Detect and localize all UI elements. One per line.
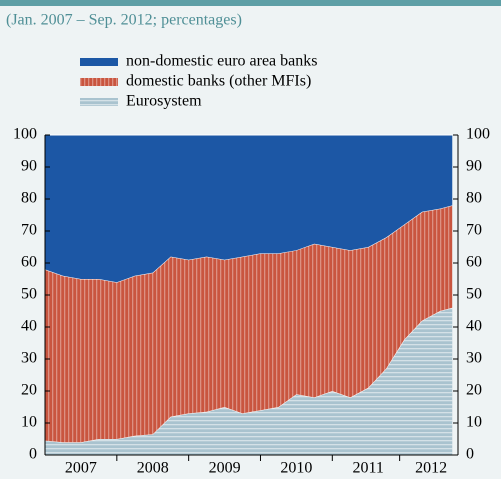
legend-label: non-domestic euro area banks: [126, 53, 317, 70]
area-pattern: [45, 205, 453, 443]
y2-tick-label: 100: [466, 126, 490, 143]
y2-tick-label: 70: [466, 222, 482, 239]
y2-tick-label: 40: [466, 318, 482, 335]
y2-tick-label: 20: [466, 382, 482, 399]
y2-tick-label: 80: [466, 190, 482, 207]
y-tick-label: 30: [21, 350, 37, 367]
y2-tick-label: 50: [466, 286, 482, 303]
y2-tick-label: 60: [466, 254, 482, 271]
y-tick-label: 50: [21, 286, 37, 303]
y-tick-label: 20: [21, 382, 37, 399]
y2-tick-label: 0: [466, 446, 474, 463]
y-tick-label: 0: [29, 446, 37, 463]
y-tick-label: 70: [21, 222, 37, 239]
y-tick-label: 10: [21, 414, 37, 431]
x-tick-label: 2007: [65, 460, 97, 477]
y-tick-label: 40: [21, 318, 37, 335]
y-tick-label: 100: [13, 126, 37, 143]
x-tick-label: 2010: [280, 460, 312, 477]
y-tick-label: 60: [21, 254, 37, 271]
y-tick-label: 90: [21, 158, 37, 175]
y-tick-label: 80: [21, 190, 37, 207]
legend-label: Eurosystem: [126, 93, 202, 110]
header-bar: [0, 0, 501, 6]
legend-swatch-pattern: [80, 98, 118, 106]
area: [45, 135, 453, 283]
y2-tick-label: 10: [466, 414, 482, 431]
legend-swatch-pattern: [80, 78, 118, 86]
y2-tick-label: 30: [466, 350, 482, 367]
legend-swatch: [80, 58, 118, 66]
subtitle: (Jan. 2007 – Sep. 2012; percentages): [6, 12, 242, 29]
x-tick-label: 2009: [209, 460, 241, 477]
area-pattern: [45, 307, 453, 455]
x-tick-label: 2011: [353, 460, 384, 477]
x-tick-label: 2012: [415, 460, 447, 477]
x-tick-label: 2008: [137, 460, 169, 477]
y2-tick-label: 90: [466, 158, 482, 175]
legend-label: domestic banks (other MFIs): [126, 73, 311, 90]
